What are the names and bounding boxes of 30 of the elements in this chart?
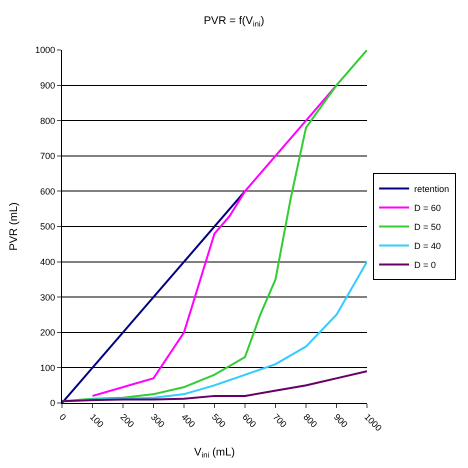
x-tick-label: 300 bbox=[148, 412, 167, 430]
x-tick-label: 0 bbox=[57, 412, 68, 422]
y-tick-label: 200 bbox=[40, 328, 56, 338]
y-tick-label: 300 bbox=[40, 292, 56, 302]
y-axis-title: PVR (mL) bbox=[8, 202, 20, 251]
x-tick-label: 400 bbox=[179, 412, 198, 430]
x-tick-label: 800 bbox=[301, 412, 320, 430]
x-tick-label: 500 bbox=[210, 412, 228, 430]
y-tick-label: 800 bbox=[40, 116, 56, 126]
legend-label: D = 60 bbox=[414, 203, 441, 214]
legend-label: D = 50 bbox=[414, 222, 441, 232]
x-tick-label: 900 bbox=[332, 412, 350, 430]
legend-label: D = 0 bbox=[414, 260, 436, 270]
x-tick-label: 200 bbox=[118, 412, 136, 430]
y-tick-label: 400 bbox=[40, 256, 56, 267]
y-tick-label: 1000 bbox=[35, 45, 56, 56]
y-tick-label: 500 bbox=[40, 222, 56, 232]
chart-title: PVR = f(V$_{ini}$) bbox=[204, 15, 264, 28]
x-tick-label: 600 bbox=[240, 412, 258, 430]
x-tick-label: 700 bbox=[270, 412, 289, 430]
legend-label: retention bbox=[414, 184, 450, 194]
x-axis-title: V$_{ini}$ (mL) bbox=[194, 446, 235, 460]
y-tick-label: 100 bbox=[40, 362, 56, 373]
legend-label: D = 40 bbox=[414, 241, 441, 252]
line-series bbox=[92, 84, 338, 397]
y-tick-label: 0 bbox=[50, 398, 56, 408]
y-tick-label: 900 bbox=[40, 80, 56, 90]
y-tick-label: 600 bbox=[40, 186, 56, 196]
x-tick-label: 100 bbox=[88, 412, 106, 430]
y-tick-label: 700 bbox=[40, 151, 56, 162]
